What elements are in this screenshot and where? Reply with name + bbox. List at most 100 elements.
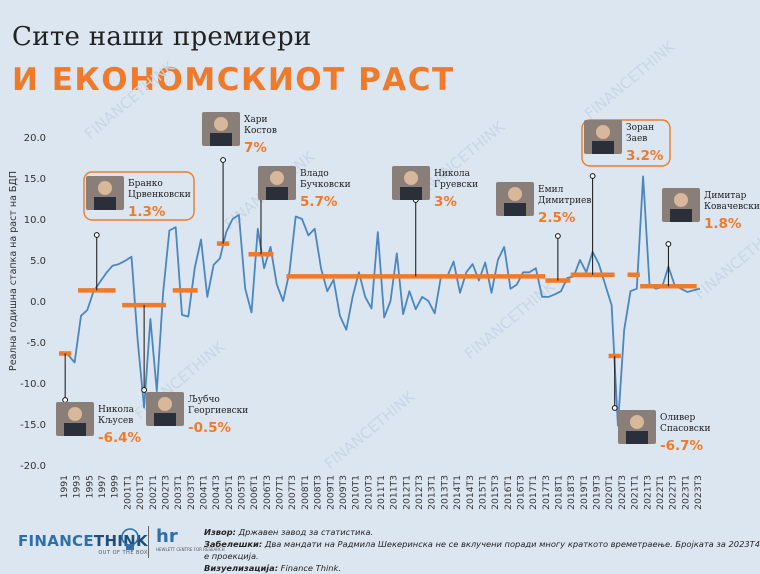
premier-growth-label: 1.8%: [704, 216, 742, 232]
x-tick-label: 2010T3: [363, 475, 374, 510]
x-tick-label: 2005T3: [237, 475, 248, 510]
gdp-growth-chart: FINANCETHINK FINANCETHINK FINANCETHINK FINA…: [8, 37, 760, 510]
x-tick-label: 2014T1: [452, 475, 463, 510]
premier-name: Димитар: [704, 191, 747, 201]
premier-portrait-suit: [592, 141, 614, 154]
x-tick-label: 2022T3: [668, 475, 679, 510]
logo-separator: [148, 526, 149, 558]
premier-name: Хари: [244, 115, 268, 125]
premier-name: Костов: [244, 126, 277, 136]
callout-highlight-box: [581, 119, 671, 167]
x-tick-label: 1997: [97, 475, 108, 499]
premier-name: Заев: [626, 134, 647, 144]
x-tick-label: 2017T3: [541, 475, 552, 510]
premier-growth-label: 2.5%: [538, 210, 576, 226]
premier-portrait-suit: [210, 133, 232, 146]
premier-name: Емил: [538, 185, 564, 195]
callout-dot: [611, 405, 618, 411]
y-tick-label: -10.0: [20, 379, 46, 390]
x-tick-label: 2003T3: [186, 475, 197, 510]
premier-name: Оливер: [660, 413, 695, 423]
premier-name: Љубчо: [188, 394, 220, 405]
x-tick-label: 2006T3: [262, 475, 273, 510]
x-tick-label: 2006T1: [249, 475, 260, 510]
x-tick-label: 2007T1: [275, 475, 286, 510]
premier-portrait-suit: [400, 187, 422, 200]
x-tick-label: 2021T3: [642, 475, 653, 510]
x-tick-label: 1993: [72, 475, 83, 499]
x-tick-label: 2023T1: [680, 475, 691, 510]
x-tick-label: 1999: [110, 475, 121, 499]
premier-name: Зоран: [626, 123, 654, 133]
x-tick-label: 2019T1: [579, 475, 590, 510]
premier-name: Георгиевски: [188, 406, 248, 416]
y-axis-label: Реална годишна стапка на раст на БДП: [8, 171, 19, 371]
premier-name: Ковачевски: [704, 202, 760, 212]
x-tick-label: 2002T3: [160, 475, 171, 510]
x-tick-label: 2005T1: [224, 475, 235, 510]
x-tick-label: 2023T3: [693, 475, 704, 510]
callout-dot: [554, 233, 561, 239]
premier-name: Никола: [98, 405, 135, 415]
premier-growth-label: -6.4%: [98, 430, 142, 446]
premier-portrait-face: [630, 415, 644, 429]
x-tick-label: 2016T3: [515, 475, 526, 510]
x-tick-label: 2014T3: [465, 475, 476, 510]
callout-dot: [62, 397, 69, 403]
x-tick-label: 2008T3: [313, 475, 324, 510]
premier-growth-label: -6.7%: [660, 438, 704, 454]
premier-portrait-suit: [670, 209, 692, 222]
callout-dot: [93, 232, 100, 238]
y-tick-label: -5.0: [26, 338, 46, 349]
x-tick-label: 2016T1: [503, 475, 514, 510]
logo-think: THINK: [93, 532, 148, 550]
x-tick-label: 2001T1: [122, 475, 133, 510]
callout-dot: [589, 173, 596, 179]
x-tick-label: 2018T3: [566, 475, 577, 510]
x-tick-label: 2021T1: [630, 475, 641, 510]
x-tick-label: 2010T1: [351, 475, 362, 510]
logo-finance: FINANCE: [18, 532, 94, 550]
premier-name: Спасовски: [660, 424, 710, 434]
watermark-text: FINANCETHINK: [461, 277, 559, 363]
y-tick-label: 0.0: [30, 297, 46, 308]
premier-portrait-suit: [504, 203, 526, 216]
y-tick-label: 5.0: [30, 256, 46, 267]
financethink-logo: FINANCETHINK OUT OF THE BOX: [18, 532, 148, 556]
x-tick-label: 2019T3: [592, 475, 603, 510]
premier-growth-label: 1.3%: [128, 204, 166, 220]
footer: FINANCETHINK OUT OF THE BOX hr HEWLETT C…: [0, 522, 760, 573]
x-tick-label: 1991: [59, 475, 70, 498]
premier-portrait-face: [214, 117, 228, 131]
x-tick-label: 2011T1: [376, 475, 387, 510]
x-tick-label: 2015T1: [477, 475, 488, 510]
x-tick-label: 2012T3: [414, 475, 425, 510]
premier-growth-label: 3.2%: [626, 148, 664, 164]
watermark-text: FINANCETHINK: [81, 57, 179, 143]
premier-portrait-suit: [626, 431, 648, 444]
premier-growth-label: 5.7%: [300, 194, 338, 210]
premier-portrait-face: [508, 187, 522, 201]
premier-portrait-suit: [266, 187, 288, 200]
premier-portrait-face: [270, 171, 284, 185]
x-tick-label: 2001T3: [135, 475, 146, 510]
premier-portrait-face: [68, 407, 82, 421]
page-subtitle: И ЕКОНОМСКИОТ РАСТ: [12, 62, 455, 98]
x-tick-label: 2009T3: [338, 475, 349, 510]
x-tick-label: 2022T1: [655, 475, 666, 510]
premier-name: Бучковски: [300, 180, 351, 190]
premier-portrait-face: [158, 397, 172, 411]
callout-dot: [665, 241, 672, 247]
x-tick-label: 2003T1: [173, 475, 184, 510]
x-tick-label: 2013T1: [427, 475, 438, 510]
x-tick-label: 2013T3: [439, 475, 450, 510]
y-tick-label: -20.0: [20, 461, 46, 472]
callout-dot: [220, 157, 226, 163]
callout-highlight-box: [83, 171, 195, 221]
premier-growth-label: 3%: [434, 194, 457, 210]
partner-logo: hr HEWLETT CENTRE FOR RESEARCH: [156, 526, 225, 552]
premier-portrait-suit: [154, 413, 176, 426]
x-tick-label: 2004T3: [211, 475, 222, 510]
premier-name: Груевски: [434, 180, 478, 190]
x-tick-label: 2012T1: [401, 475, 412, 510]
